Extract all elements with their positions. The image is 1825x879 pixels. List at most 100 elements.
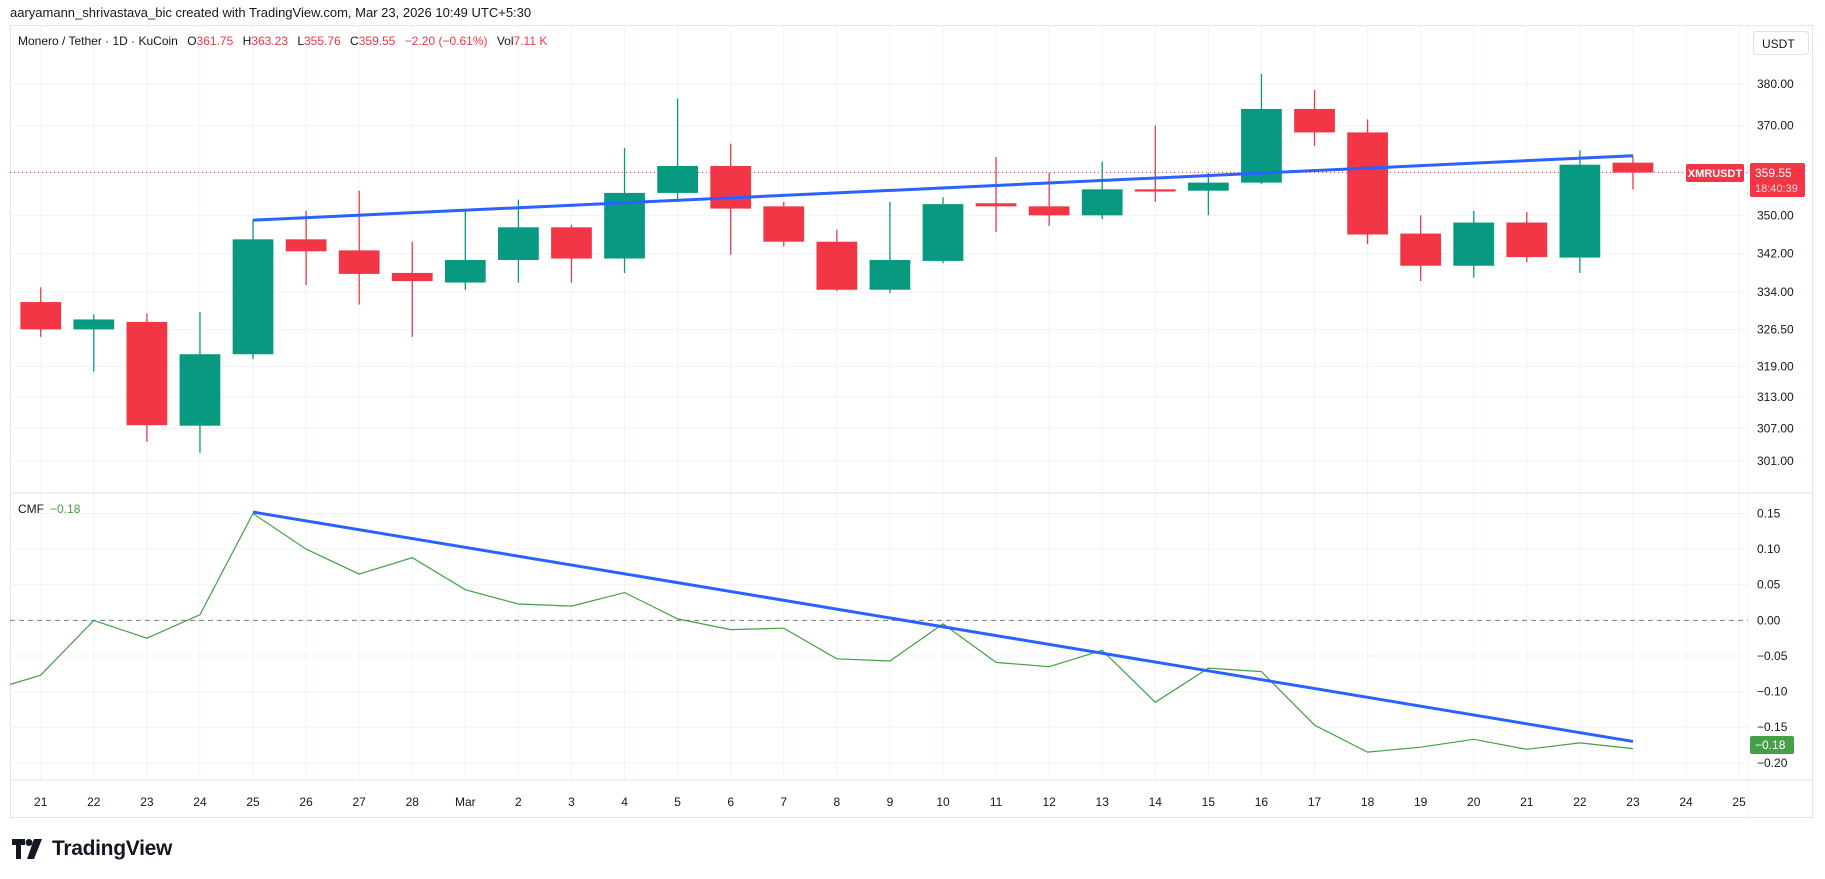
- cmf-value-badge: −0.18: [1750, 736, 1794, 754]
- close-label: C: [350, 34, 359, 48]
- candle[interactable]: [816, 229, 858, 292]
- close-value: 359.55: [358, 34, 396, 48]
- cmf-line[interactable]: [9, 512, 1634, 753]
- candle[interactable]: [1453, 210, 1495, 278]
- time-axis-tick: 15: [1202, 795, 1216, 809]
- candle[interactable]: [444, 210, 486, 290]
- candle[interactable]: [338, 190, 380, 305]
- time-axis-tick: 8: [834, 795, 841, 809]
- candle[interactable]: [551, 224, 592, 283]
- candle[interactable]: [1559, 150, 1601, 273]
- candle[interactable]: [20, 287, 62, 337]
- tradingview-brand-text: TradingView: [52, 837, 173, 860]
- open-label: O: [187, 34, 197, 48]
- change-value: −2.20 (−0.61%): [404, 34, 488, 48]
- time-axis-tick: 6: [727, 795, 734, 809]
- time-axis-tick: 10: [936, 795, 950, 809]
- chart-frame: [10, 25, 1813, 818]
- price-axis-tick: 334.00: [1757, 285, 1794, 299]
- high-value: 363.23: [251, 34, 288, 48]
- candle[interactable]: [179, 312, 221, 453]
- low-value: 355.76: [304, 34, 341, 48]
- time-axis-tick: 23: [1626, 795, 1640, 809]
- candle[interactable]: [391, 241, 433, 337]
- volume-value: 7.11 K: [513, 34, 548, 48]
- cmf-axis-tick: 0.15: [1757, 507, 1781, 521]
- cmf-trendline[interactable]: [252, 510, 1634, 743]
- time-axis-tick: 17: [1308, 795, 1322, 809]
- candle[interactable]: [1028, 172, 1070, 226]
- time-axis-tick: 13: [1096, 795, 1110, 809]
- candle[interactable]: [1081, 161, 1123, 220]
- candle[interactable]: [975, 157, 1017, 233]
- last-price-value: 359.55: [1755, 166, 1792, 180]
- open-value: 361.75: [196, 34, 234, 48]
- cmf-indicator-name[interactable]: CMF: [18, 502, 44, 516]
- time-axis-tick: 11: [990, 795, 1003, 809]
- symbol-legend: Monero / Tether · 1D · KuCoin O361.75 H3…: [18, 34, 547, 48]
- time-axis-tick: 19: [1414, 795, 1428, 809]
- tradingview-logo[interactable]: TradingView: [12, 836, 172, 862]
- time-axis-tick: 21: [34, 795, 48, 809]
- cmf-axis-tick: 0.05: [1757, 578, 1781, 592]
- candle[interactable]: [1294, 90, 1335, 146]
- time-axis-tick: 24: [193, 795, 207, 809]
- candlestick-series[interactable]: [20, 73, 1654, 453]
- price-axis[interactable]: 380.00 370.00 350.00 342.00 334.00 326.50 319.…: [1757, 77, 1794, 468]
- cmf-axis-tick: 0.00: [1757, 613, 1781, 627]
- cmf-axis[interactable]: 0.15 0.10 0.05 0.00 −0.05 −0.10 −0.15 −0.20: [1757, 507, 1788, 770]
- time-axis-tick: 5: [674, 795, 681, 809]
- currency-unit-button[interactable]: USDT: [1753, 31, 1809, 55]
- high-label: H: [242, 34, 252, 48]
- candle[interactable]: [763, 201, 805, 247]
- candle[interactable]: [1506, 212, 1548, 263]
- price-axis-tick: 350.00: [1757, 208, 1794, 222]
- time-axis[interactable]: 21 22 23 24 25 26 27 28 Mar 2 3 4 5 6 7 8 9 10 11 12 13 14 15 1…: [34, 795, 1746, 809]
- volume-label: Vol: [496, 34, 514, 48]
- candle[interactable]: [1612, 156, 1654, 190]
- candle[interactable]: [1134, 125, 1176, 202]
- time-axis-tick: 14: [1149, 795, 1163, 809]
- candle[interactable]: [498, 199, 539, 283]
- tradingview-logo-icon: [12, 839, 42, 859]
- price-axis-tick: 307.00: [1757, 421, 1794, 435]
- candle[interactable]: [232, 220, 274, 360]
- price-trendline[interactable]: [252, 154, 1634, 222]
- cmf-axis-tick: −0.15: [1757, 720, 1788, 734]
- candle[interactable]: [657, 98, 698, 202]
- candle[interactable]: [285, 210, 327, 285]
- time-axis-tick: 20: [1467, 795, 1481, 809]
- grid-lines: [10, 25, 1748, 780]
- candle[interactable]: [922, 197, 964, 264]
- candle[interactable]: [1400, 215, 1442, 282]
- candle[interactable]: [126, 313, 168, 442]
- symbol-description[interactable]: Monero / Tether · 1D · KuCoin: [18, 34, 178, 48]
- cmf-axis-tick: −0.20: [1757, 756, 1788, 770]
- time-axis-tick: 26: [299, 795, 313, 809]
- candle[interactable]: [73, 314, 115, 372]
- price-axis-tick: 342.00: [1757, 247, 1794, 261]
- time-axis-tick: 21: [1520, 795, 1534, 809]
- time-axis-tick: 7: [780, 795, 787, 809]
- candle[interactable]: [604, 148, 645, 273]
- candle[interactable]: [1241, 73, 1282, 184]
- candle[interactable]: [1347, 119, 1388, 245]
- time-axis-tick: 12: [1042, 795, 1056, 809]
- time-axis-tick: 25: [1732, 795, 1746, 809]
- time-axis-tick: 18: [1361, 795, 1375, 809]
- cmf-badge-value: −0.18: [1755, 738, 1786, 752]
- ticker-label: XMRUSDT: [1688, 168, 1743, 180]
- cmf-indicator-value: −0.18: [50, 502, 81, 516]
- candle[interactable]: [869, 201, 911, 294]
- price-axis-tick: 301.00: [1757, 454, 1794, 468]
- price-axis-tick: 313.00: [1757, 390, 1794, 404]
- time-axis-tick: 25: [246, 795, 260, 809]
- time-axis-tick: Mar: [455, 795, 476, 809]
- time-axis-tick: 23: [140, 795, 154, 809]
- low-label: L: [297, 34, 304, 48]
- price-axis-tick: 319.00: [1757, 360, 1794, 374]
- candle[interactable]: [1187, 172, 1229, 216]
- time-axis-tick: 2: [515, 795, 522, 809]
- cmf-legend: CMF −0.18: [18, 502, 80, 516]
